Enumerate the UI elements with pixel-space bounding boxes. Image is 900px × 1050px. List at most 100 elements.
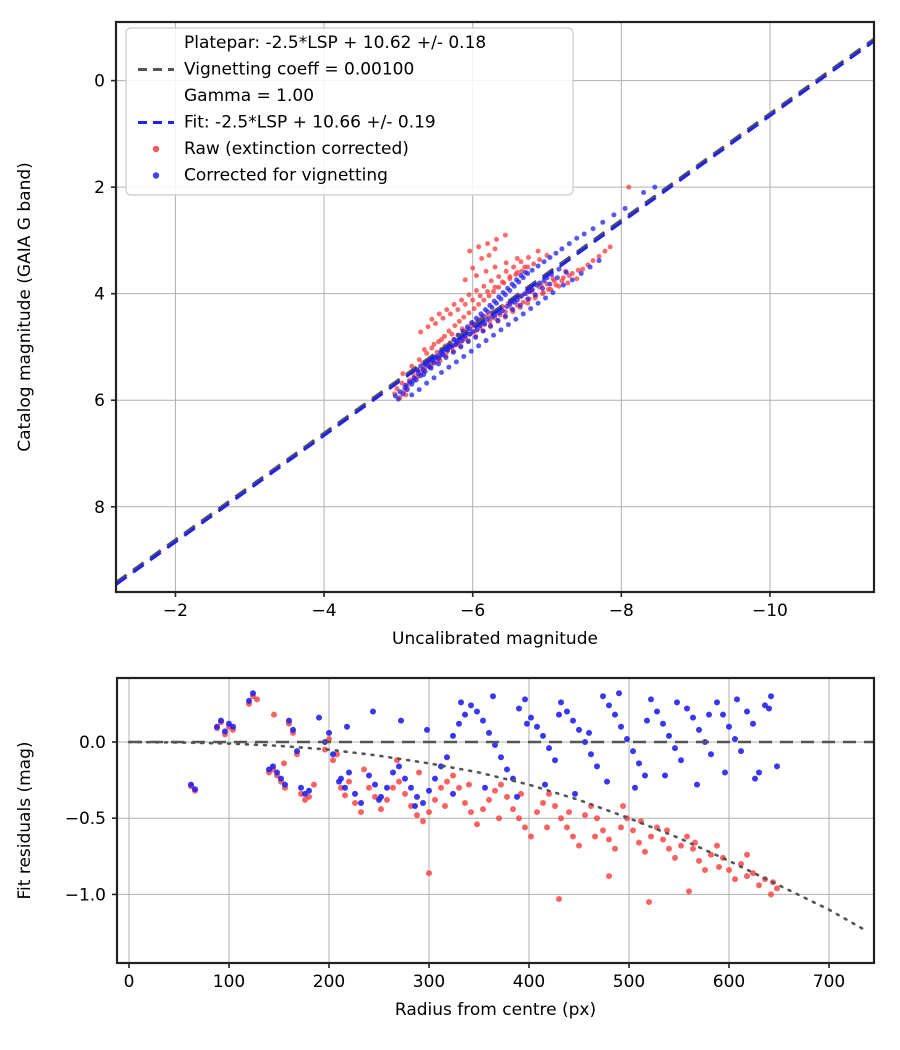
data-point [706, 711, 712, 718]
data-point [607, 244, 613, 250]
data-point [424, 350, 430, 356]
data-point [756, 882, 762, 889]
data-point [476, 301, 482, 307]
fit-residuals-axes: 0 100 200 300 400 500 600 700 0.0 −0.5 −1.0 Radius… [15, 676, 876, 1020]
data-point [552, 803, 558, 810]
data-point [690, 845, 696, 852]
y-tick-label: 6 [94, 391, 105, 411]
data-point [752, 775, 758, 782]
axes-spines [115, 676, 876, 965]
data-point [578, 270, 584, 276]
data-point [474, 821, 480, 828]
data-point [440, 315, 446, 321]
bottom-xaxis-label: Radius from centre (px) [395, 1000, 596, 1020]
data-point [481, 283, 487, 289]
data-point [644, 717, 650, 724]
data-point [575, 267, 581, 273]
tick-labels: 0 100 200 300 400 500 600 700 0.0 −0.5 −1.0 [65, 733, 846, 992]
x-tick-label: 0 [124, 972, 135, 992]
x-tick-label: 300 [413, 972, 445, 992]
data-point [556, 711, 562, 718]
data-point [352, 790, 358, 797]
data-point [492, 246, 498, 252]
data-point [726, 723, 732, 730]
data-point [483, 338, 489, 344]
data-point [485, 316, 491, 322]
data-point [485, 289, 491, 295]
data-point [485, 241, 491, 247]
data-point [563, 269, 569, 275]
data-point [474, 708, 480, 715]
data-point [592, 833, 598, 840]
data-point [486, 729, 492, 736]
data-point [574, 276, 580, 282]
data-point [468, 809, 474, 816]
data-point [641, 189, 647, 195]
data-point [254, 696, 260, 703]
data-point [678, 757, 684, 764]
data-point [478, 311, 484, 317]
data-point [734, 696, 740, 703]
data-point [467, 248, 473, 254]
data-point [452, 342, 458, 348]
data-point [586, 729, 592, 736]
data-point [492, 787, 498, 794]
data-point [744, 873, 750, 880]
data-point [467, 331, 473, 337]
data-point [744, 708, 750, 715]
data-point [290, 726, 296, 733]
data-point [214, 723, 220, 730]
data-point [395, 396, 401, 402]
legend-label: Corrected for vignetting [184, 166, 388, 186]
data-point [444, 307, 450, 313]
data-point [564, 708, 570, 715]
data-point [218, 717, 224, 724]
data-point [516, 815, 522, 822]
data-point [496, 284, 502, 290]
data-point [774, 763, 780, 770]
data-point [611, 212, 617, 218]
legend-label: Platepar: -2.5*LSP + 10.62 +/- 0.18 [184, 33, 486, 53]
data-point [587, 264, 593, 270]
axes-border [115, 676, 876, 965]
top-yaxis-label: Catalog magnitude (GAIA G band) [15, 162, 35, 452]
data-point [486, 796, 492, 803]
data-point [596, 258, 602, 264]
data-point [473, 334, 479, 340]
data-point [470, 297, 476, 303]
data-point [503, 260, 509, 266]
data-point [392, 393, 398, 399]
data-point [471, 306, 477, 312]
data-point [479, 256, 485, 262]
legend-label: Raw (extinction corrected) [184, 139, 409, 159]
data-point [553, 282, 559, 288]
data-point [540, 291, 546, 297]
data-point [376, 796, 382, 803]
data-point [559, 278, 565, 284]
data-point [480, 806, 486, 813]
data-point [424, 380, 430, 386]
data-point [714, 842, 720, 849]
data-point [495, 317, 501, 323]
y-tick-label: 8 [94, 498, 105, 518]
data-point [452, 323, 458, 329]
data-point [756, 769, 762, 776]
data-point [606, 836, 612, 843]
data-point [552, 757, 558, 764]
data-point [432, 796, 438, 803]
scatter-points [188, 690, 780, 906]
x-tick-label: 400 [513, 972, 545, 992]
data-point [588, 751, 594, 758]
data-point [499, 279, 505, 285]
data-point [543, 295, 549, 301]
data-point [408, 784, 414, 791]
data-point [612, 711, 618, 718]
data-point [311, 781, 317, 788]
data-point [518, 259, 524, 265]
data-point [492, 264, 498, 270]
data-point [636, 760, 642, 767]
data-point [281, 760, 287, 767]
data-point [630, 827, 636, 834]
data-point [632, 784, 638, 791]
